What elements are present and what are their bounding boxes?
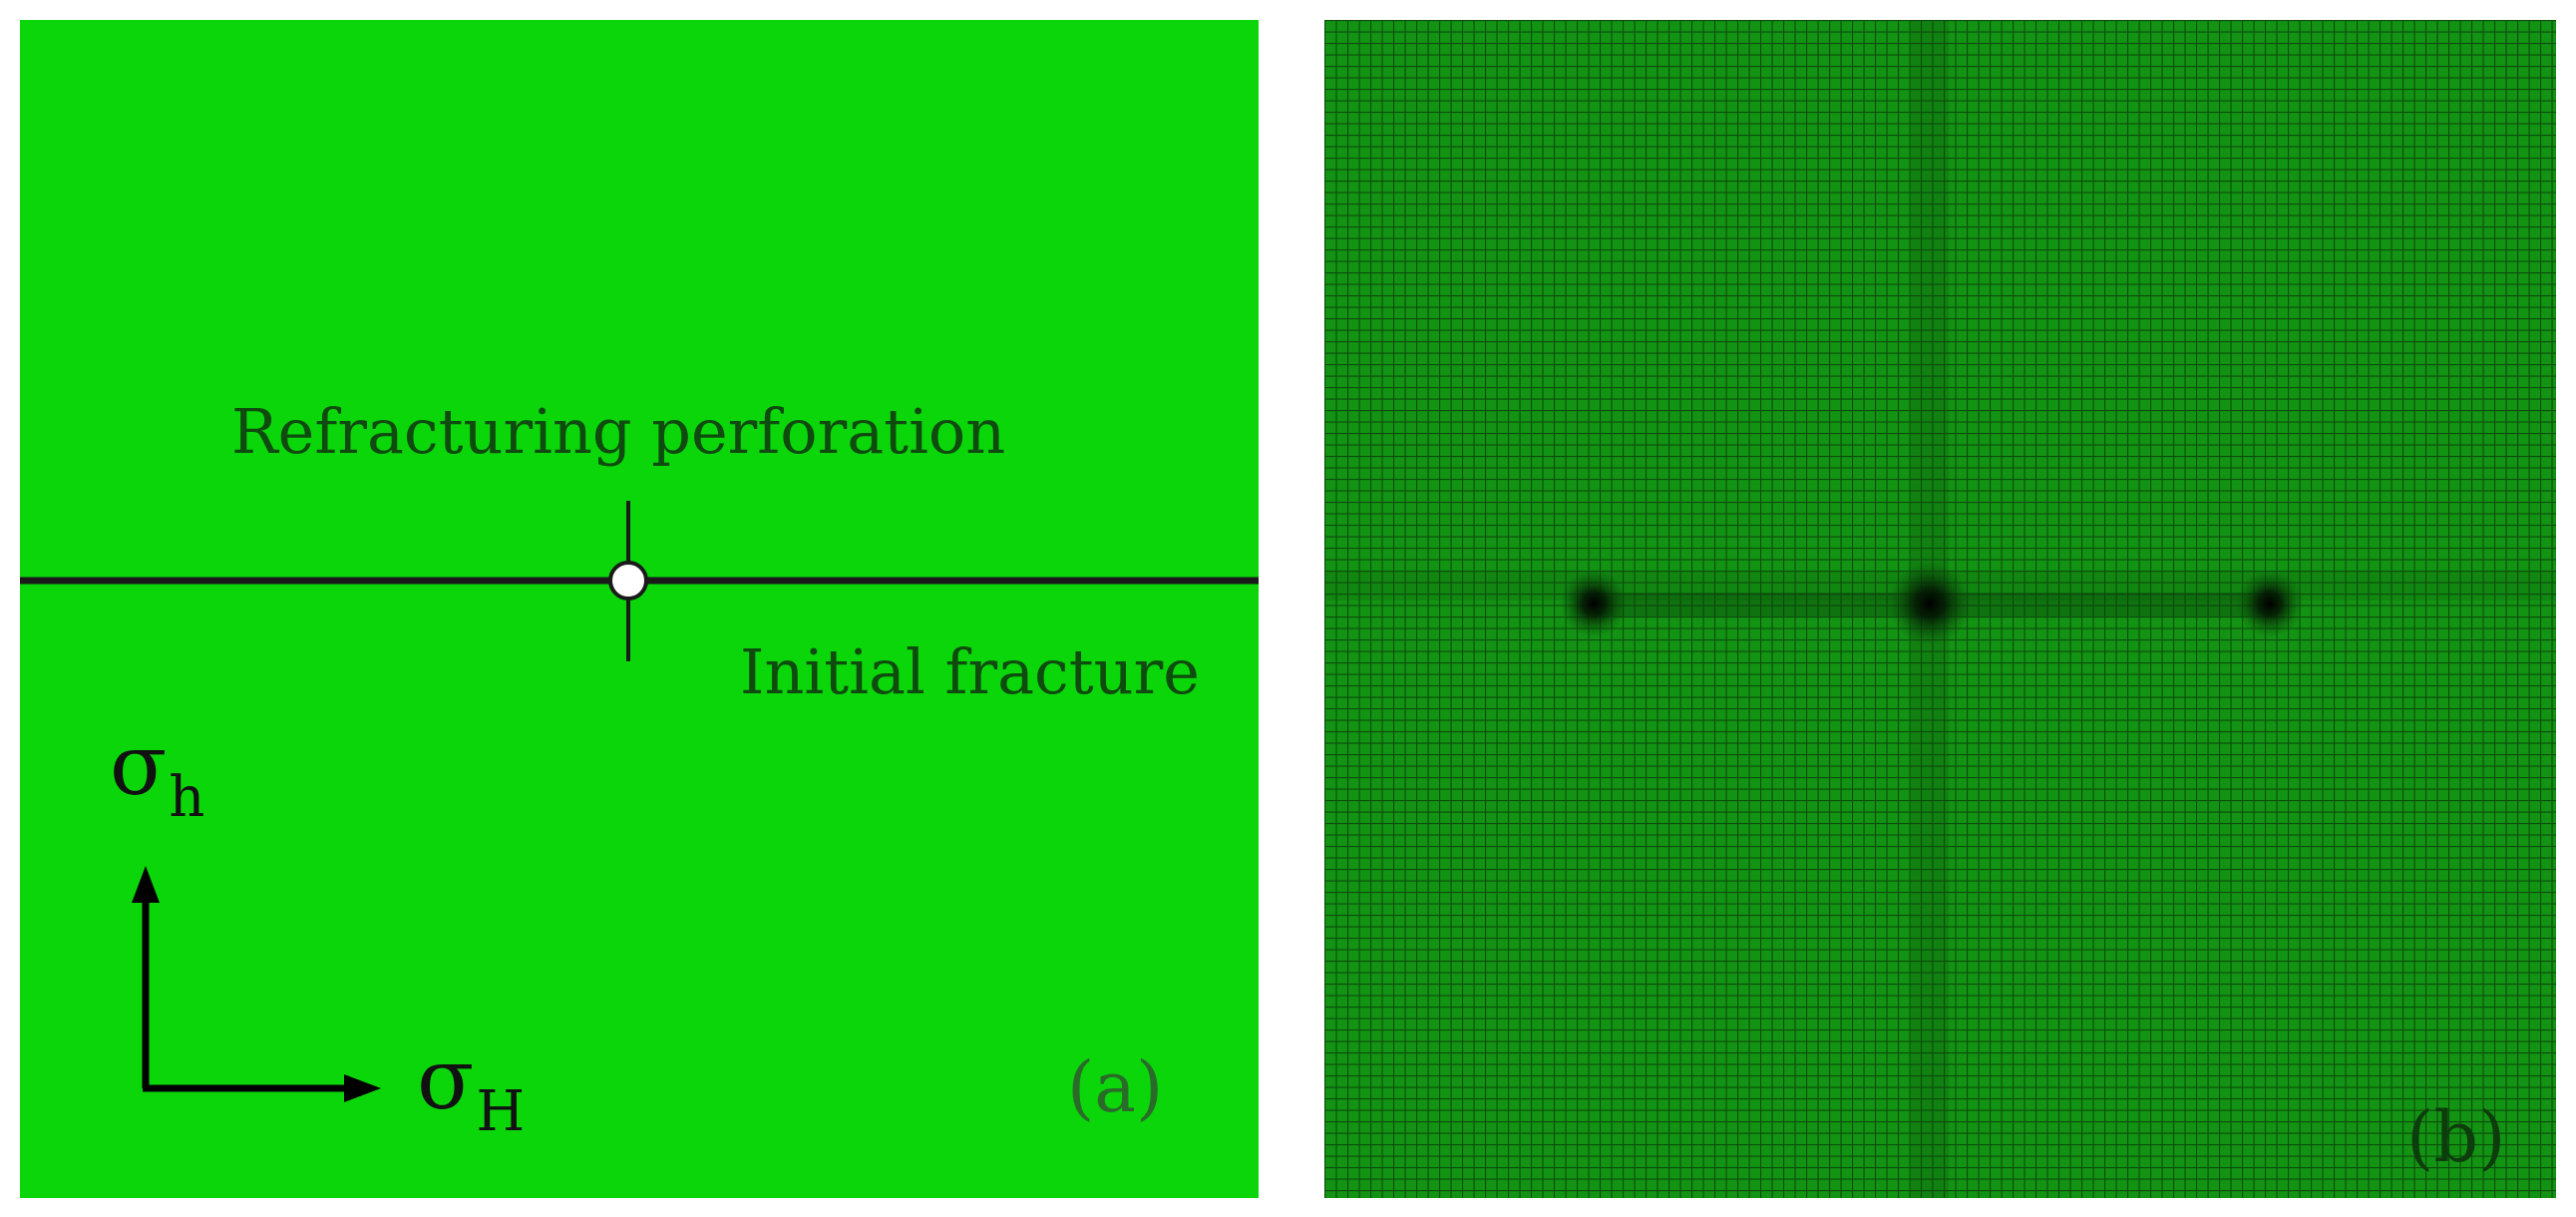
wellbore-icon [608, 561, 648, 601]
sigma-H-subscript: H [476, 1079, 526, 1144]
sigma-h-subscript: h [169, 765, 205, 830]
sigma-h-label: σh [110, 723, 204, 826]
mesh-node-right [2236, 570, 2304, 637]
sigma-H-symbol: σ [417, 1030, 475, 1128]
panel-b-label: (b) [2406, 1096, 2506, 1178]
sigma-h-arrow-icon [132, 866, 160, 903]
initial-fracture-label: Initial fracture [740, 635, 1200, 708]
mesh-node-center [1888, 562, 1972, 645]
sigma-H-arrow-icon [344, 1074, 381, 1102]
perforation-label: Refracturing perforation [231, 395, 1006, 468]
mesh-node-left [1560, 570, 1628, 637]
sigma-h-symbol: σ [110, 716, 168, 814]
schematic-drawing [20, 501, 1259, 1102]
mesh-drawing [1324, 20, 2556, 1198]
schematic-panel: Refracturing perforation Initial fractur… [20, 20, 1259, 1198]
mesh-panel: (b) [1324, 20, 2556, 1198]
panel-a-label: (a) [1067, 1046, 1164, 1128]
sigma-H-label: σH [417, 1037, 525, 1140]
